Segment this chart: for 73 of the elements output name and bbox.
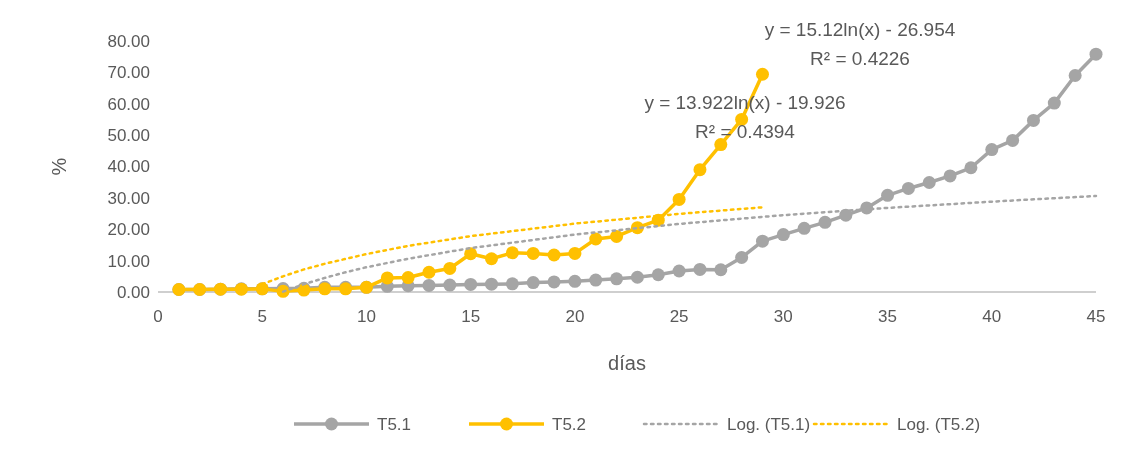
point [589,273,603,287]
y-tick-label: 30.00 [107,188,150,208]
legend-label: Log. (T5.2) [897,414,981,434]
point [735,250,749,264]
point [651,268,665,282]
point [630,270,644,284]
point [1068,69,1082,83]
point [1047,96,1061,110]
point [464,277,478,291]
legend-label: T5.1 [377,414,412,434]
y-tick-label: 60.00 [107,94,150,114]
annotation: y = 15.12ln(x) - 26.954 R² = 0.4226 [764,19,956,69]
x-tick-label: 25 [669,307,689,326]
point [1006,133,1020,147]
point [1089,47,1103,61]
point [818,215,832,229]
point [672,264,686,278]
point [985,143,999,157]
point [610,272,624,286]
point [881,188,895,202]
x-axis-title: días [608,352,646,374]
y-tick-label: 40.00 [107,157,150,177]
point [610,229,624,243]
x-tick-label: 10 [356,307,376,326]
point [922,176,936,189]
point [485,277,499,291]
point [443,278,457,292]
point [797,221,811,235]
point [943,169,957,183]
point [443,261,457,275]
point [401,271,415,285]
point [380,271,394,285]
x-tick-label: 30 [773,307,793,326]
point [526,276,540,290]
point [1026,113,1040,127]
y-tick-label: 70.00 [107,63,150,83]
x-tick-label: 35 [878,307,898,326]
point [547,275,561,289]
point [901,181,915,195]
y-tick-label: 50.00 [107,126,150,146]
point [485,252,499,266]
point [568,274,582,288]
point [422,265,436,279]
point [422,278,436,292]
x-tick-label: 45 [1086,307,1106,326]
legend-label: T5.2 [552,414,587,434]
point [464,247,478,261]
point [672,192,686,206]
point [714,263,728,277]
y-tick-label: 20.00 [107,220,150,240]
x-tick-label: 40 [982,307,1002,326]
x-tick-label: 0 [153,307,163,326]
legend-label: Log. (T5.1) [727,414,811,434]
point [505,246,519,260]
point [755,67,769,81]
point [693,262,707,276]
y-axis-title: % [48,157,70,176]
point [568,246,582,260]
x-tick-label: 15 [461,307,481,326]
point [547,248,561,262]
point [755,234,769,248]
y-tick-label: 10.00 [107,251,150,271]
point [693,163,707,177]
point [505,277,519,291]
point [776,228,790,242]
point [964,161,978,175]
point [714,138,728,152]
x-tick-label: 5 [257,307,267,326]
point [589,232,603,246]
point [526,246,540,260]
x-tick-label: 20 [565,307,585,326]
y-tick-label: 0.00 [116,282,150,302]
y-tick-label: 80.00 [107,31,150,51]
